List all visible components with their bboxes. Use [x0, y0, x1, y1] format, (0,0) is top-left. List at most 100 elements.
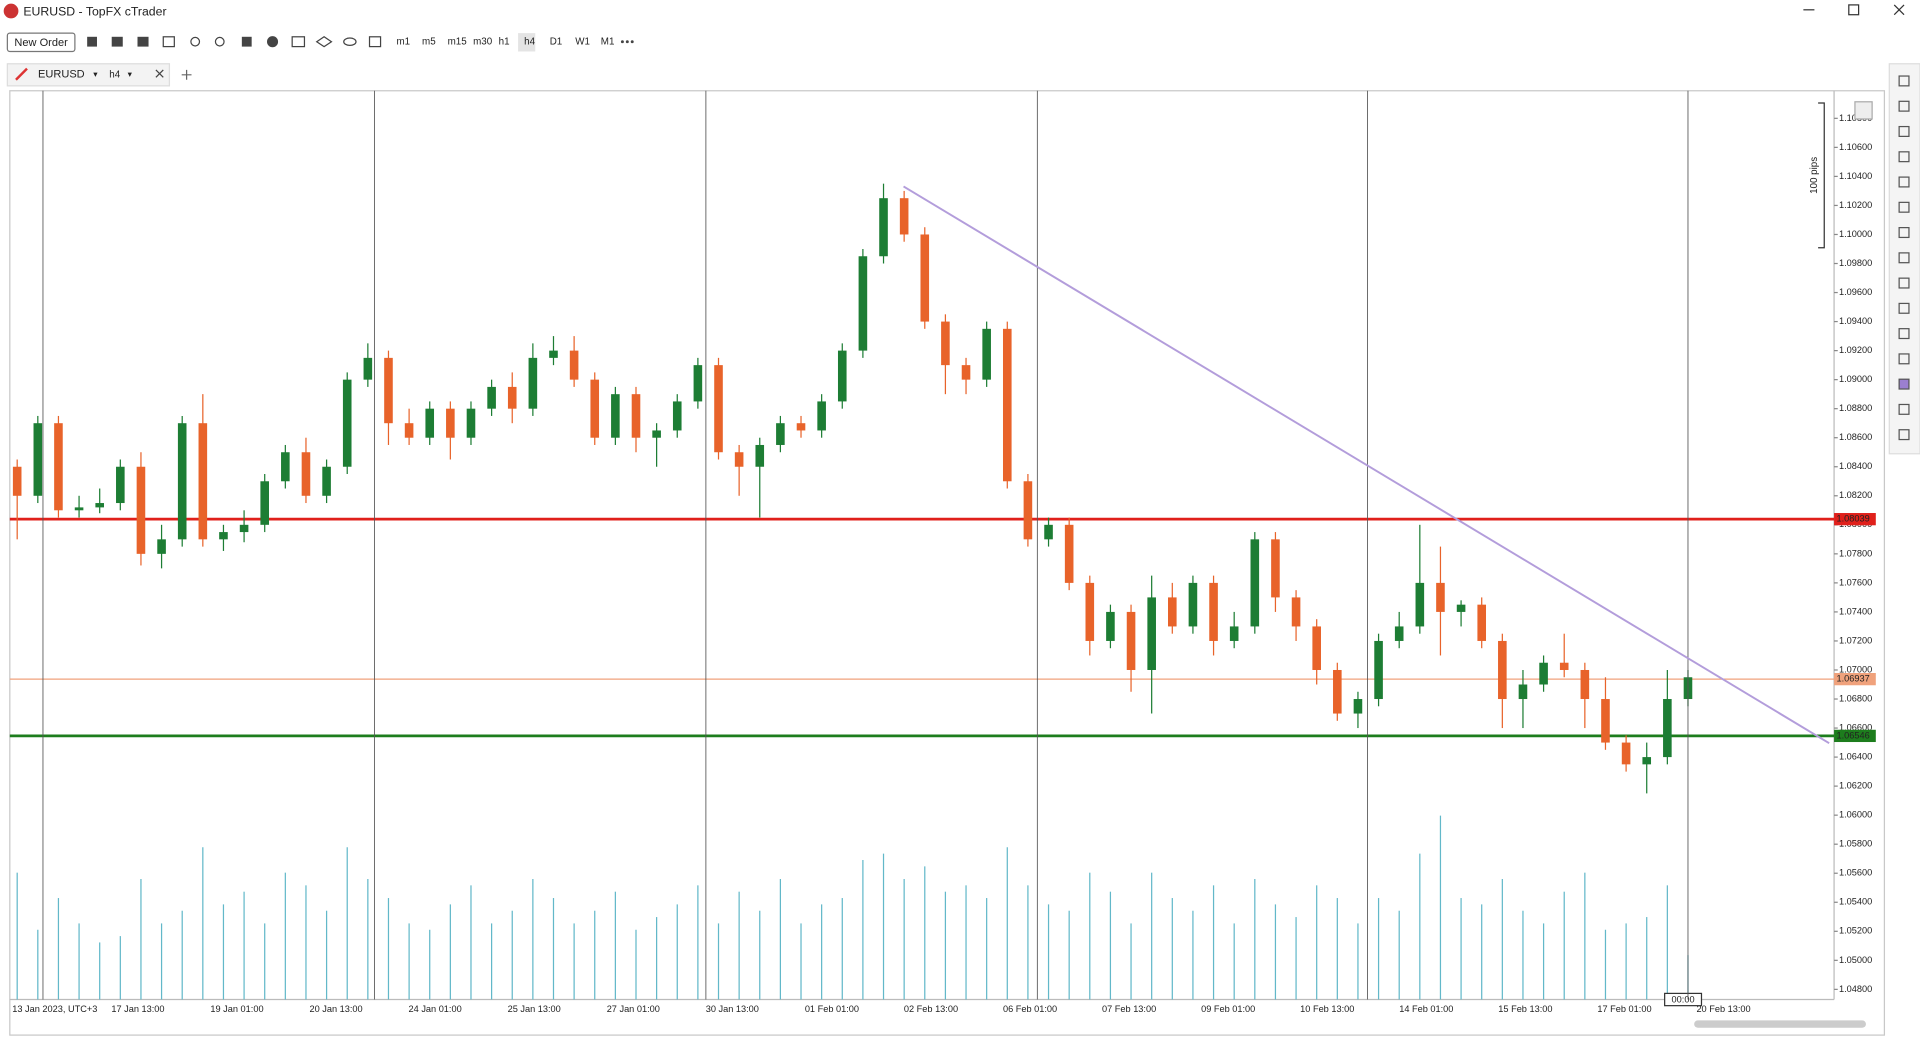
- x-tick-label: 24 Jan 01:00: [409, 1004, 462, 1014]
- tab-dropdown[interactable]: ▾: [93, 69, 98, 79]
- zoom-out-icon[interactable]: [214, 36, 225, 47]
- y-tick-label: 1.05000: [1839, 955, 1872, 965]
- drawing-tools[interactable]: [1898, 75, 1910, 441]
- candle-body: [693, 365, 703, 402]
- toolbar-icons[interactable]: [87, 36, 634, 48]
- timeframe-button[interactable]: m1: [397, 36, 411, 47]
- template-icon[interactable]: [291, 36, 306, 48]
- candle-body: [858, 256, 868, 351]
- layout-icon[interactable]: [87, 36, 97, 47]
- x-tick-label: 07 Feb 13:00: [1102, 1004, 1156, 1014]
- timeframe-button[interactable]: m5: [422, 36, 436, 47]
- y-tick-label: 1.08800: [1839, 403, 1872, 413]
- chart-settings-button[interactable]: [1854, 101, 1873, 120]
- timeframe-button[interactable]: M1: [601, 36, 615, 47]
- timeframe-button[interactable]: m30: [473, 36, 493, 47]
- candle-body: [611, 394, 620, 438]
- price-level-label: 1.08039: [1837, 514, 1870, 524]
- timeframe-button[interactable]: h4: [524, 36, 535, 47]
- candle-body: [631, 394, 641, 438]
- candle-body: [1436, 582, 1445, 612]
- indicators-icon[interactable]: [241, 36, 252, 47]
- drawing-tool[interactable]: [1898, 151, 1910, 163]
- candle-body: [301, 452, 311, 496]
- drawing-tool[interactable]: [1898, 176, 1910, 188]
- timeframe-button[interactable]: m15: [448, 36, 468, 47]
- drawing-tool[interactable]: [1898, 125, 1910, 137]
- drawing-tool[interactable]: [1898, 227, 1910, 239]
- y-tick-label: 1.09200: [1839, 345, 1872, 355]
- drawing-tool[interactable]: [1898, 429, 1910, 441]
- candle-body: [198, 423, 208, 540]
- candle-body: [776, 423, 785, 445]
- view-icon[interactable]: [343, 37, 357, 46]
- candle-body: [755, 444, 765, 467]
- y-tick-label: 1.10600: [1839, 142, 1872, 152]
- candle-body: [74, 507, 84, 511]
- y-tick-label: 1.07600: [1839, 577, 1872, 587]
- drawing-tool[interactable]: [1898, 277, 1910, 289]
- zoom-in-icon[interactable]: [190, 36, 201, 47]
- candle-body: [1064, 524, 1074, 583]
- y-tick-label: 1.05600: [1839, 868, 1872, 878]
- candle-body: [1353, 699, 1363, 714]
- y-tick-label: 1.10000: [1839, 229, 1872, 239]
- candle-body: [817, 401, 826, 431]
- single-chart-icon[interactable]: [111, 36, 123, 47]
- y-tick-label: 1.05200: [1839, 926, 1872, 936]
- candle-body: [1188, 582, 1198, 627]
- drawing-tool[interactable]: [1898, 302, 1910, 314]
- drawing-tool[interactable]: [1898, 403, 1910, 415]
- y-tick-label: 1.08600: [1839, 432, 1872, 442]
- drawing-toolbar: [1888, 63, 1920, 455]
- timeframe-button[interactable]: W1: [575, 36, 590, 47]
- drawing-tool[interactable]: [1898, 378, 1910, 390]
- candle-body: [1518, 684, 1528, 700]
- y-tick-label: 1.07200: [1839, 635, 1872, 645]
- price-level-tag: [1834, 513, 1876, 526]
- price-level-tag: [1834, 729, 1876, 743]
- title-bar: [0, 0, 1920, 25]
- candle-body: [1168, 597, 1177, 627]
- candle-body: [1147, 597, 1156, 670]
- timeframe-button[interactable]: D1: [550, 36, 563, 47]
- objects-icon[interactable]: [368, 36, 382, 48]
- x-tick-label: 10 Feb 13:00: [1300, 1004, 1354, 1014]
- tab-close[interactable]: [155, 69, 164, 78]
- candle-body: [1106, 611, 1115, 641]
- trend-line[interactable]: [903, 185, 1830, 745]
- tab-timeframe: h4: [109, 69, 120, 80]
- multi-chart-icon[interactable]: [137, 36, 149, 47]
- plot-area: 1.04800 1.05000 1.05200 1.05400 1.05600 1.058…: [9, 113, 1876, 1014]
- drawing-tool[interactable]: [1898, 201, 1910, 213]
- candle-body: [1229, 626, 1239, 641]
- cbot-icon[interactable]: [267, 36, 279, 48]
- candle-body: [404, 423, 414, 438]
- candle-body: [899, 198, 909, 235]
- maximize-button[interactable]: [1848, 4, 1860, 16]
- candle-body: [1621, 742, 1631, 765]
- new-tab-button[interactable]: [181, 69, 192, 80]
- drawing-tool[interactable]: [1898, 75, 1910, 87]
- scrollbar[interactable]: [1694, 1020, 1866, 1028]
- y-tick-label: 1.10200: [1839, 200, 1872, 210]
- chart-tab[interactable]: [6, 63, 171, 87]
- drawing-tool[interactable]: [1898, 328, 1910, 340]
- new-order-label: New Order: [14, 37, 68, 49]
- candle-body: [652, 430, 661, 438]
- drawing-tool[interactable]: [1898, 252, 1910, 264]
- timeframe-buttons[interactable]: m1 m5 m15 m30 h1 h4 D1 W1 M1: [397, 36, 615, 47]
- chart-type-icon[interactable]: [162, 36, 175, 48]
- tab-icon: [15, 67, 28, 81]
- close-button[interactable]: [1893, 4, 1905, 16]
- timeframe-button[interactable]: h1: [499, 36, 510, 47]
- layers-icon[interactable]: [315, 36, 333, 48]
- drawing-tool[interactable]: [1898, 100, 1910, 112]
- new-order-button[interactable]: [6, 32, 76, 53]
- tab-timeframe-dropdown[interactable]: ▾: [128, 69, 133, 79]
- drawing-tool[interactable]: [1898, 353, 1910, 365]
- y-tick-label: 1.06000: [1839, 810, 1872, 820]
- window-controls[interactable]: [1803, 4, 1905, 16]
